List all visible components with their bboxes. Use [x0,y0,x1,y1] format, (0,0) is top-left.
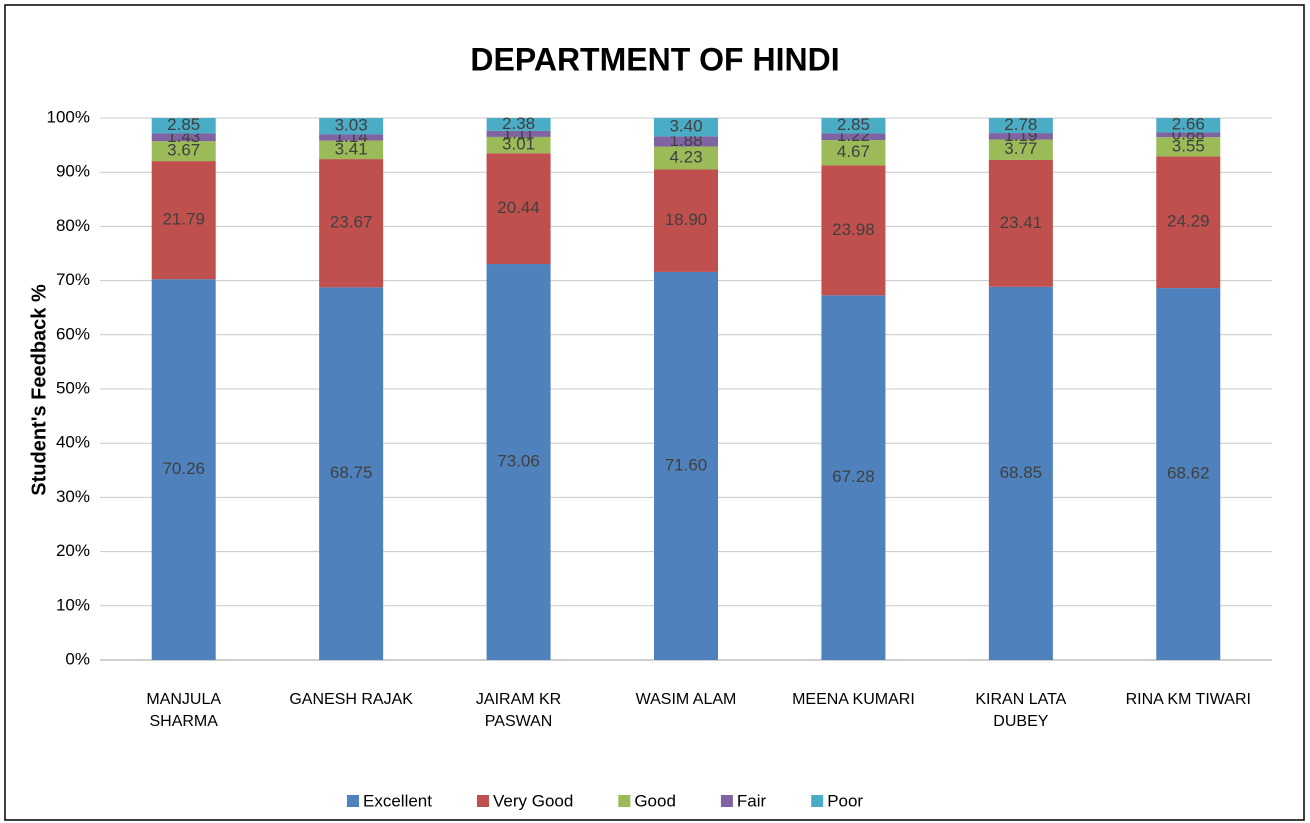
y-tick-label: 80% [56,216,90,235]
data-label: 2.85 [837,115,870,134]
x-tick-label: MANJULA SHARMA [146,691,222,730]
legend-label: Good [634,791,676,810]
legend-swatch [476,795,489,807]
bar-segment [654,136,718,147]
legend-swatch [720,795,733,807]
bar-segment [1156,132,1221,138]
y-tick-label: 70% [56,270,90,289]
data-label: 18.90 [665,210,708,229]
bar-segment [1156,156,1221,289]
bar-segment [988,159,1053,287]
data-label: 68.85 [1000,463,1043,482]
legend-swatch [811,795,824,807]
bar-segment [319,287,384,660]
data-label: 3.55 [1172,136,1205,155]
data-label: 4.23 [669,148,702,167]
legend-label: Poor [827,791,863,810]
data-label: 3.01 [502,135,535,154]
data-label: 2.38 [502,114,535,133]
x-tick-label: JAIRAM KR PASWAN [475,691,562,730]
bar-segment [486,118,551,131]
data-label: 68.62 [1167,464,1210,483]
bar-segment [821,165,886,296]
bar-segment [151,279,216,660]
data-label: 71.60 [665,455,708,474]
data-label: 2.85 [167,115,200,134]
bar-segment [654,146,718,170]
data-label: 3.41 [335,139,368,158]
data-label: 23.98 [832,220,875,239]
bar-segment [151,161,216,280]
data-label: 3.67 [167,141,200,160]
data-label: 2.78 [1004,115,1037,134]
legend-swatch [618,795,631,807]
data-label: 3.77 [1004,139,1037,158]
bar-segment [821,118,886,134]
bar-segment [486,153,551,265]
chart-title: DEPARTMENT OF HINDI [470,41,839,77]
y-tick-label: 10% [56,595,90,614]
bar-segment [486,264,551,660]
bar-segment [1156,288,1221,660]
data-label: 3.40 [669,117,702,136]
bar-segment [151,133,216,142]
bar-segment [486,130,551,137]
data-label: 20.44 [497,198,540,217]
data-label: 24.29 [1167,212,1210,231]
bar-segment [319,140,384,160]
bar-segment [988,133,1053,140]
bar-segment [821,133,886,141]
y-axis-label: Student's Feedback % [28,284,50,496]
data-label: 21.79 [162,210,205,229]
y-tick-label: 30% [56,487,90,506]
y-tick-label: 100% [47,107,90,126]
legend-label: Excellent [363,791,432,810]
bar-segment [1156,137,1221,157]
x-tick-label: RINA KM TIWARI [1125,691,1251,708]
x-tick-label: GANESH RAJAK [289,691,413,708]
bar-segment [821,295,886,660]
x-tick-label: KIRAN LATA DUBEY [975,691,1067,730]
bar-segment [988,139,1053,160]
y-tick-label: 40% [56,433,90,452]
bar-segment [319,118,384,135]
data-label: 3.03 [335,116,368,135]
legend-swatch [347,795,359,807]
y-tick-label: 60% [56,324,90,343]
bar-segment [1156,118,1221,133]
y-tick-label: 20% [56,541,90,560]
data-label: 70.26 [162,459,205,478]
bar-segment [151,141,216,162]
data-label: 68.75 [330,463,373,482]
data-label: 67.28 [832,467,875,486]
y-tick-label: 90% [56,162,90,181]
legend-label: Very Good [493,791,573,810]
y-tick-label: 50% [56,378,90,397]
bar-segment [654,117,718,137]
bar-segment [988,286,1053,660]
data-label: 4.67 [837,142,870,161]
bar-segment [151,118,216,134]
x-tick-label: WASIM ALAM [635,691,737,708]
data-label: 73.06 [497,451,540,470]
data-label: 2.66 [1172,115,1205,134]
bar-segment [319,159,384,288]
data-label: 23.41 [1000,213,1043,232]
x-tick-label: MEENA KUMARI [792,691,915,708]
bar-segment [319,134,384,141]
y-tick-label: 0% [65,649,90,668]
bar-segment [654,169,718,272]
bar-segment [988,118,1053,134]
bar-segment [654,271,718,660]
bar-segment [821,140,886,166]
legend-label: Fair [737,791,767,810]
data-label: 23.67 [330,213,373,232]
bar-segment [486,136,551,154]
